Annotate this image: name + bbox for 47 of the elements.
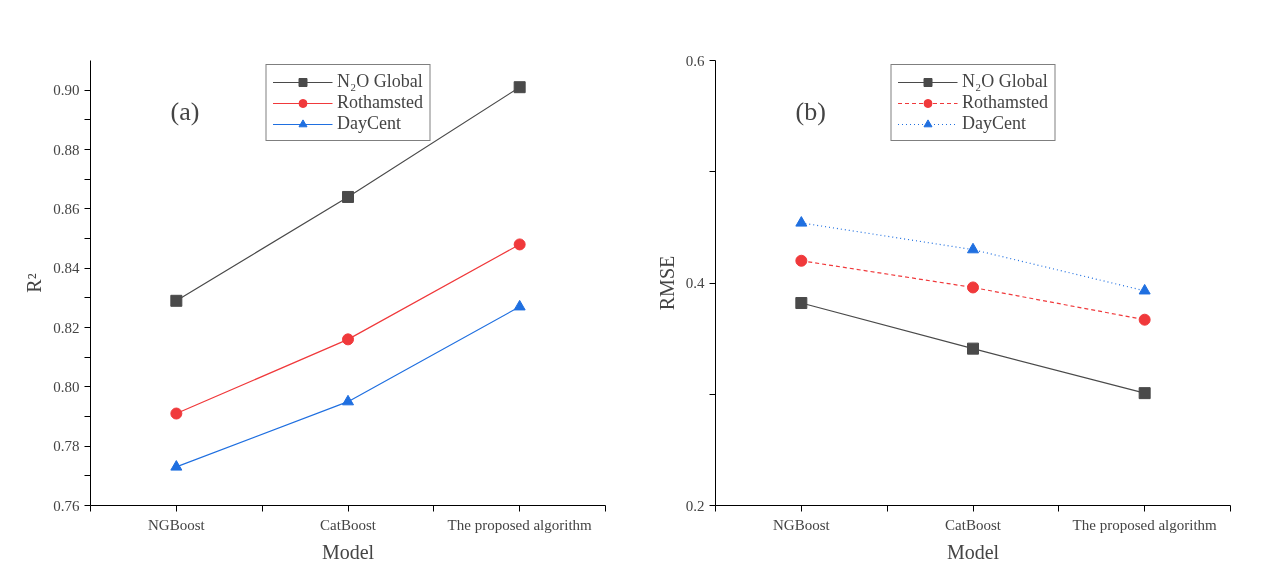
legend-label: Rothamsted — [962, 92, 1048, 113]
point — [1138, 313, 1151, 326]
point — [967, 281, 979, 294]
y-tick-label: 0.2 — [685, 497, 705, 514]
annotation: (b) — [795, 96, 826, 126]
point — [513, 81, 526, 94]
point — [342, 190, 354, 203]
point — [342, 394, 354, 406]
x-tick-label: CatBoost — [320, 516, 377, 533]
point — [513, 299, 526, 311]
x-tick-label: The proposed algorithm — [1072, 516, 1218, 533]
point — [170, 407, 183, 420]
y-tick-label: 0.4 — [685, 275, 705, 291]
x-axis-title: Model — [946, 540, 1000, 563]
legend-label: N₂O Global — [962, 71, 1048, 92]
x-tick-label: CatBoost — [945, 516, 1002, 533]
x-tick-label: NGBoost — [773, 516, 831, 533]
point — [1138, 283, 1151, 295]
point — [795, 216, 808, 227]
y-axis-title: R² — [23, 273, 46, 293]
x-tick-label: The proposed algorithm — [447, 516, 593, 533]
y-tick-label: 0.76 — [53, 497, 80, 514]
legend-label: DayCent — [337, 113, 401, 134]
x-axis-title: Model — [321, 540, 375, 563]
annotation: (a) — [170, 96, 200, 126]
point — [170, 460, 183, 471]
y-tick-label: 0.90 — [53, 82, 80, 99]
y-tick-label: 0.78 — [53, 438, 80, 455]
y-tick-label: 0.82 — [53, 319, 80, 336]
x-tick-label: NGBoost — [148, 516, 206, 533]
legend-label: DayCent — [962, 113, 1026, 134]
point — [795, 254, 808, 267]
point — [967, 242, 979, 254]
point — [170, 294, 183, 307]
y-axis-title: RMSE — [655, 255, 678, 311]
point — [967, 342, 979, 355]
y-tick-label: 0.84 — [53, 260, 80, 277]
y-tick-label: 0.80 — [53, 378, 80, 395]
legend-label: Rothamsted — [337, 92, 423, 113]
point — [795, 297, 808, 310]
y-tick-label: 0.86 — [53, 200, 80, 217]
y-tick-label: 0.88 — [53, 141, 80, 158]
point — [342, 333, 354, 346]
point — [1138, 387, 1151, 400]
point — [513, 238, 526, 251]
legend-label: N₂O Global — [337, 71, 423, 92]
y-tick-label: 0.6 — [685, 52, 705, 69]
